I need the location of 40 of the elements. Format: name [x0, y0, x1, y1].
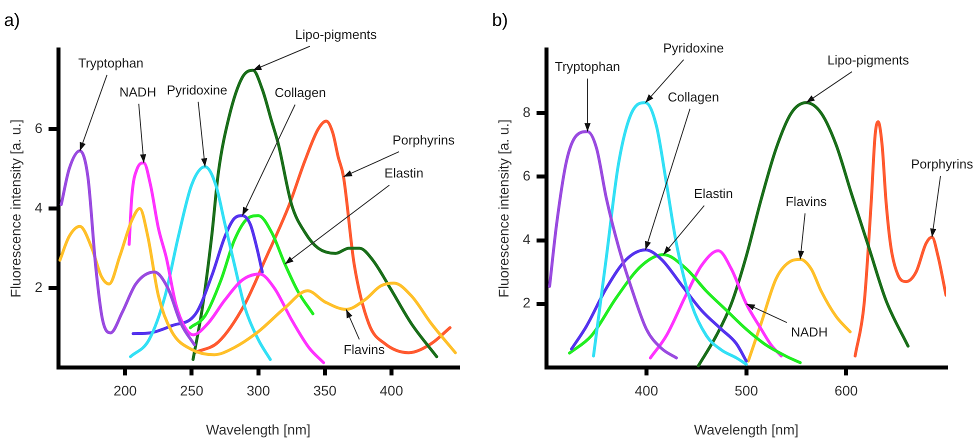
y-tick-label: 6	[34, 120, 43, 136]
y-tick-label: 2	[34, 278, 43, 295]
y-axis-title: Fluorescence intensity [a. u.]	[495, 119, 512, 298]
y-tick-label: 8	[522, 104, 531, 120]
x-tick-label: 200	[113, 382, 138, 399]
chart-title: b)	[492, 10, 508, 30]
annotation: Elastin	[384, 166, 424, 181]
annotation: NADH	[119, 84, 156, 100]
annotation: Lipo-pigments	[827, 52, 910, 68]
x-tick-label: 500	[734, 382, 758, 399]
annotation: Flavins	[786, 194, 828, 209]
y-axis-title: Fluorescence intensity [a. u.]	[7, 119, 24, 298]
x-tick-label: 300	[246, 382, 270, 399]
annotation: Porphyrins	[910, 156, 974, 172]
x-tick-label: 400	[634, 382, 658, 399]
x-tick-label: 600	[834, 382, 858, 399]
x-axis-title: Wavelength [nm]	[206, 421, 311, 438]
chart-title: a)	[4, 10, 20, 30]
x-tick-label: 250	[180, 382, 204, 399]
x-tick-label: 350	[313, 382, 337, 399]
y-tick-label: 4	[34, 199, 43, 216]
annotation: Collagen	[274, 85, 326, 100]
y-tick-label: 4	[522, 231, 531, 248]
y-tick-label: 6	[522, 168, 531, 184]
annotation: Lipo-pigments	[295, 26, 378, 42]
line-series	[648, 249, 783, 360]
annotation: Pyridoxine	[166, 82, 228, 98]
annotation: Tryptophan	[554, 59, 620, 74]
annotation: Porphyrins	[392, 132, 456, 148]
annotation: Tryptophan	[78, 55, 144, 70]
annotation: Pyridoxine	[663, 40, 724, 56]
x-tick-label: 400	[380, 382, 404, 399]
y-tick-label: 2	[522, 294, 531, 311]
line-series	[188, 214, 314, 330]
x-axis-title: Wavelength [nm]	[694, 421, 799, 438]
annotation: Collagen	[668, 89, 720, 104]
annotation: Elastin	[694, 186, 733, 202]
line-series	[58, 207, 457, 356]
annotation: Flavins	[344, 342, 386, 357]
annotation: NADH	[790, 324, 828, 340]
